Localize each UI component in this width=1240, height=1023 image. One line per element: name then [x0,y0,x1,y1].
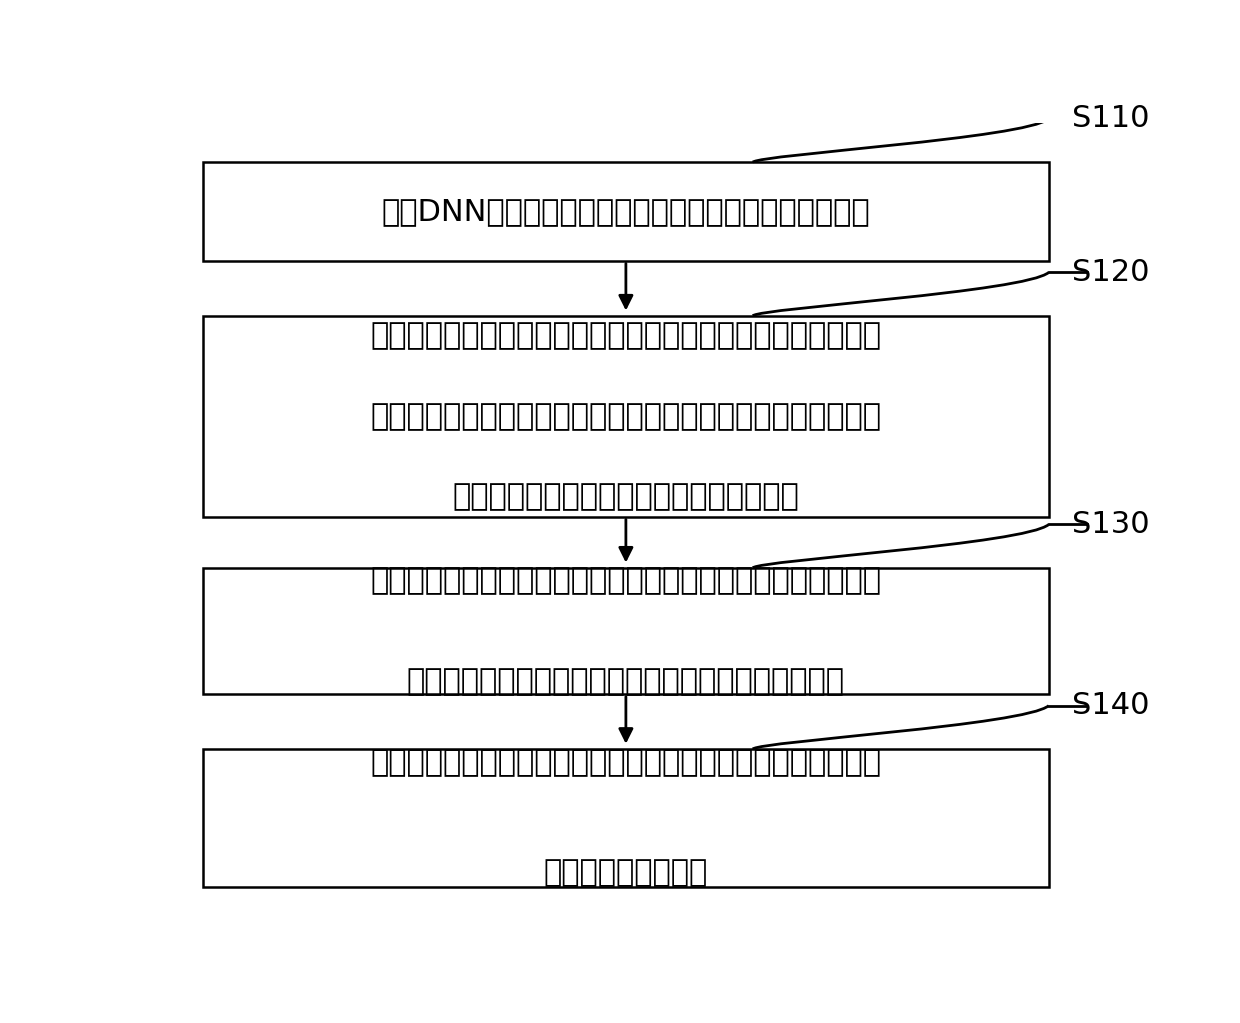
Text: 从干扰数据样本集中随机选取若干个干扰数据样本形成干扰数据: 从干扰数据样本集中随机选取若干个干扰数据样本形成干扰数据 [371,566,882,595]
Text: 获取干扰数据样本，并形成干扰数据样本集: 获取干扰数据样本，并形成干扰数据样本集 [453,482,800,512]
Text: 波形数据进行标注，根据干扰波形数据及其对应标注的干扰类型: 波形数据进行标注，根据干扰波形数据及其对应标注的干扰类型 [371,402,882,431]
Text: S120: S120 [1073,258,1149,286]
Text: S130: S130 [1073,510,1149,539]
Text: 到干扰类型识别模型: 到干扰类型识别模型 [544,858,708,888]
Text: S110: S110 [1073,104,1149,133]
Text: 基于DNN神经网络技术生成干扰类型识别的神经网络模型: 基于DNN神经网络技术生成干扰类型识别的神经网络模型 [382,196,870,226]
Text: 若训练结果达到预设条件时，保存神经网络模型的模型参数，得: 若训练结果达到预设条件时，保存神经网络模型的模型参数，得 [371,748,882,777]
Text: S140: S140 [1073,692,1149,720]
Bar [203,316,1049,517]
Bar [203,163,1049,261]
Bar [203,749,1049,887]
Text: 训练集，根据干扰数据训练集对神经网络模型进行训练: 训练集，根据干扰数据训练集对神经网络模型进行训练 [407,667,844,696]
Bar [203,568,1049,694]
Text: 从干扰信号获取干扰波形数据，根据干扰信号的干扰类型对干扰: 从干扰信号获取干扰波形数据，根据干扰信号的干扰类型对干扰 [371,321,882,350]
